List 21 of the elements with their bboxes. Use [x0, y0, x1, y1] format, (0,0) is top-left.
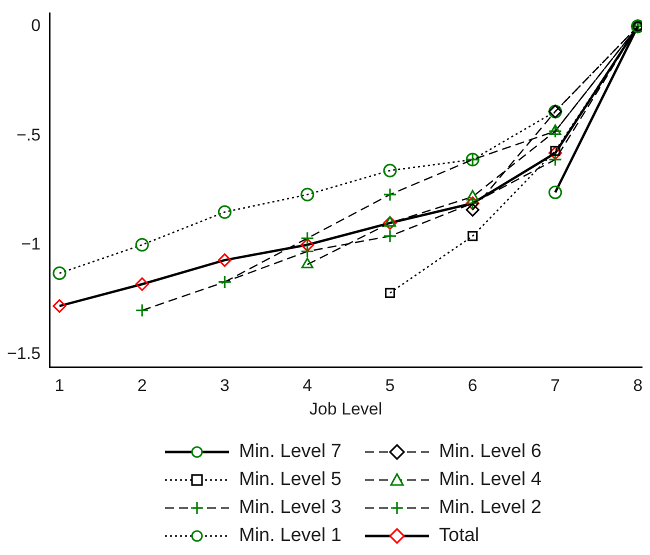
legend-label: Min. Level 7: [239, 441, 342, 463]
x-tick-label: 1: [54, 376, 64, 396]
legend-label: Min. Level 6: [439, 441, 542, 463]
x-tick-label: 4: [302, 376, 312, 396]
y-tick-label: −.5: [16, 125, 41, 144]
y-tick-label: −1: [21, 234, 41, 254]
x-axis-title: Job Level: [309, 399, 382, 418]
x-tick-label: 6: [468, 376, 478, 396]
y-tick-label: 0: [31, 16, 41, 35]
x-tick-label: 7: [550, 376, 560, 396]
legend-label: Min. Level 5: [239, 469, 342, 491]
x-tick-label: 8: [633, 376, 643, 396]
legend-label: Total: [439, 525, 480, 547]
legend-label: Min. Level 1: [239, 525, 342, 547]
x-tick-label: 2: [137, 376, 147, 396]
legend-label: Min. Level 2: [439, 497, 542, 519]
legend-label: Min. Level 4: [439, 469, 542, 491]
x-tick-label: 5: [385, 376, 395, 396]
x-tick-label: 3: [220, 376, 230, 396]
legend-label: Min. Level 3: [239, 497, 342, 519]
y-tick-label: −1.5: [7, 344, 41, 363]
